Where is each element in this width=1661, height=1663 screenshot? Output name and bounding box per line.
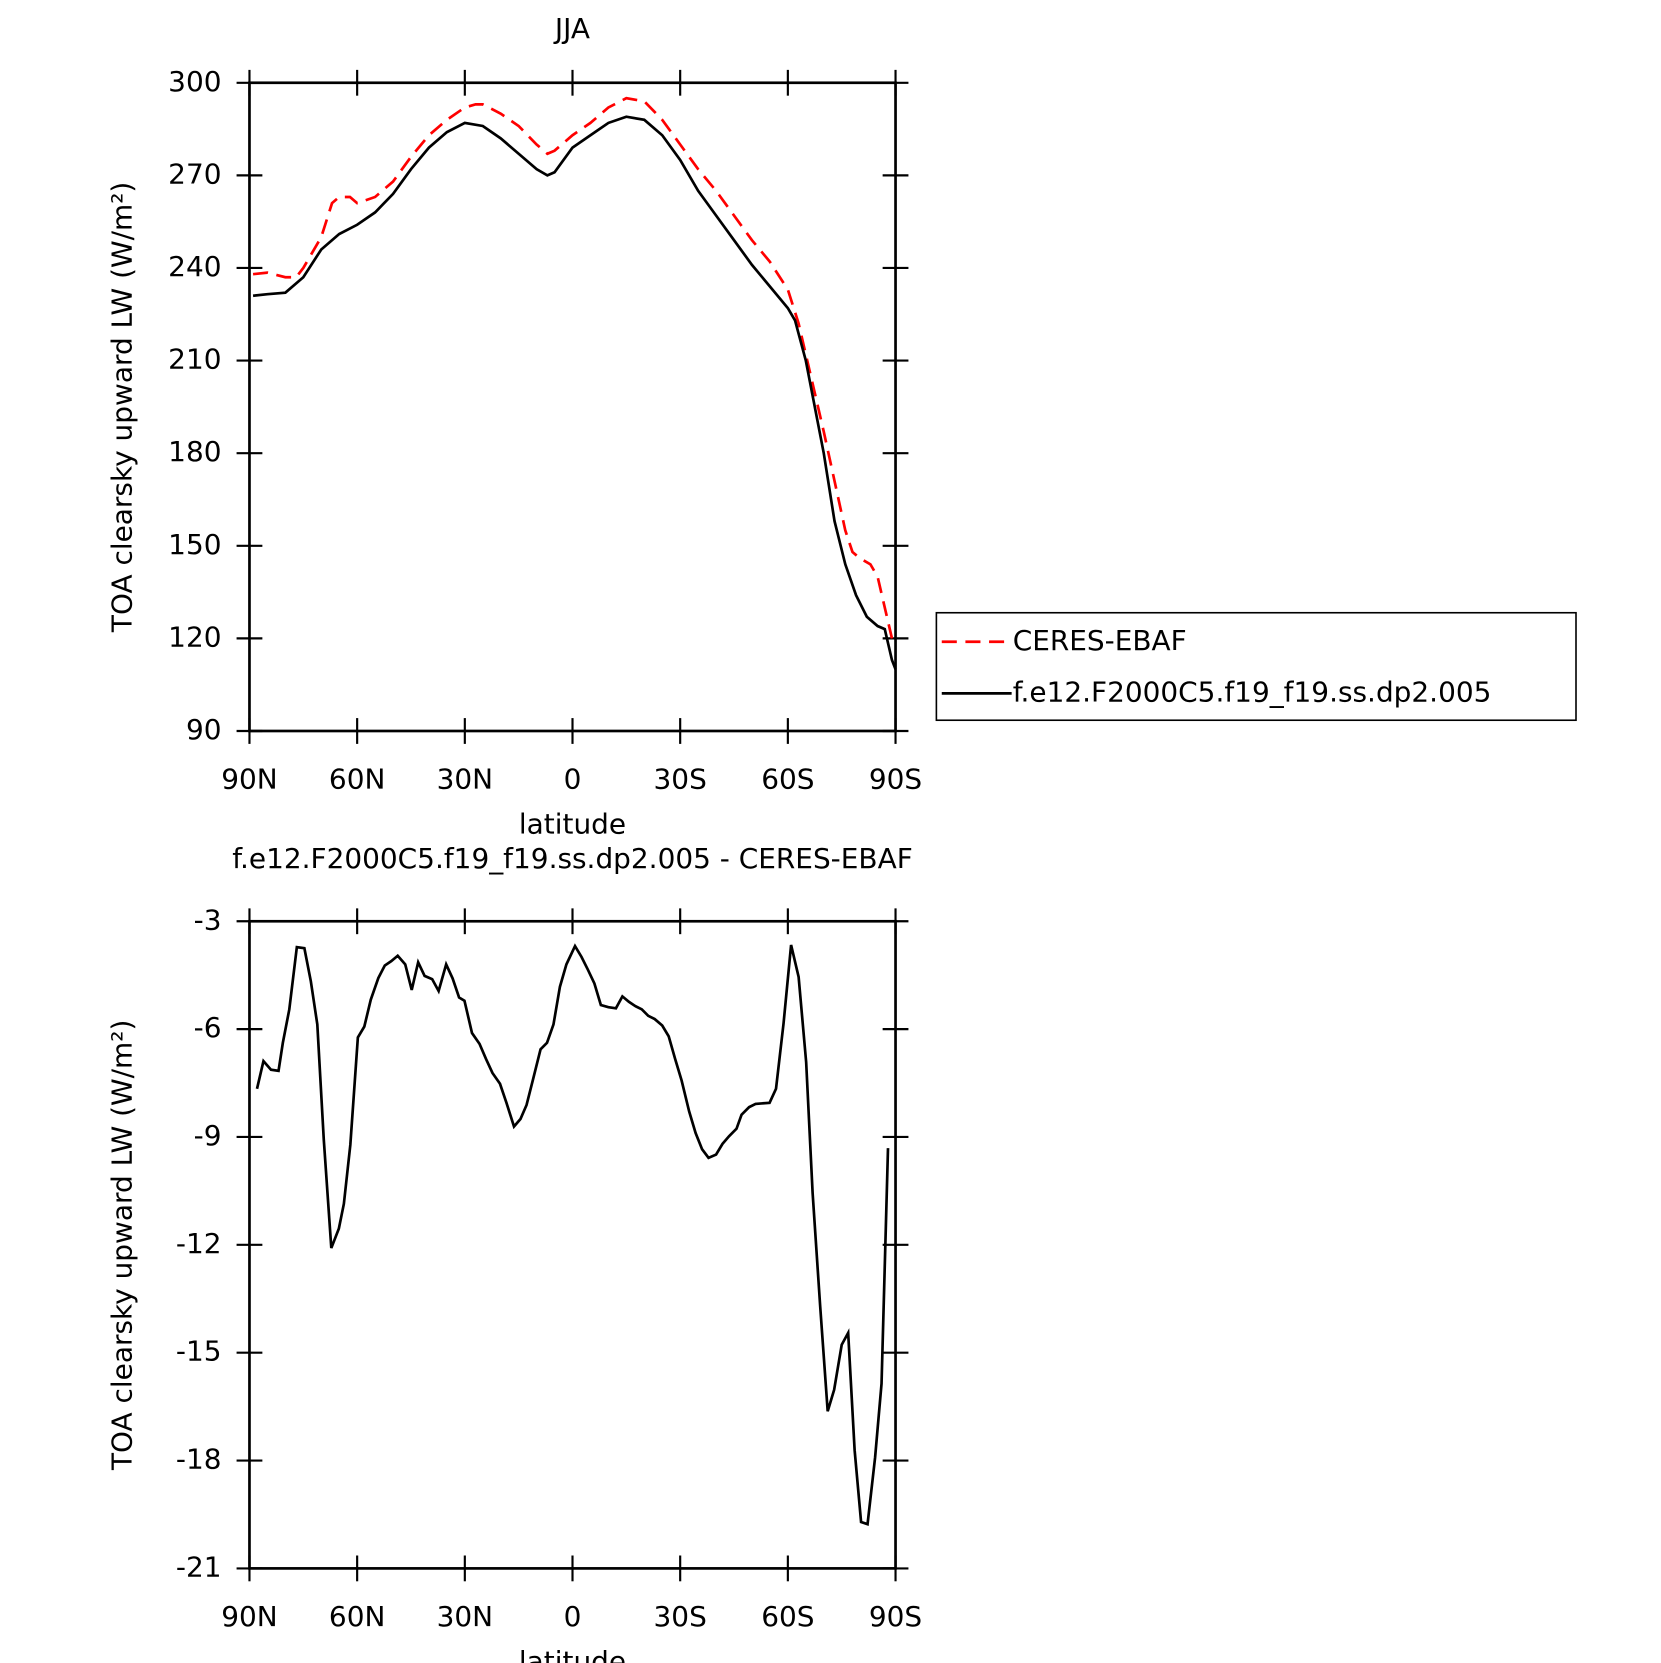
x-tick-label: 30N [437, 1600, 493, 1633]
y-tick-label: -3 [194, 903, 222, 936]
x-tick-label: 30S [654, 1600, 707, 1633]
y-tick-label: -18 [176, 1443, 222, 1476]
y-tick-label: 180 [168, 435, 221, 468]
x-tick-label: 30N [437, 762, 493, 795]
y-axis-label: TOA clearsky upward LW (W/m²) [106, 182, 139, 633]
x-tick-label: 90N [221, 1600, 277, 1633]
legend-label: f.e12.F2000C5.f19_f19.ss.dp2.005 [1013, 675, 1492, 708]
legend-label: CERES-EBAF [1013, 624, 1187, 657]
data-line [252, 96, 894, 639]
x-tick-label: 90N [221, 762, 277, 795]
y-tick-label: -6 [194, 1011, 222, 1044]
y-tick-label: -15 [176, 1335, 222, 1368]
y-tick-label: 300 [168, 65, 221, 98]
y-tick-label: -12 [176, 1227, 222, 1260]
y-tick-label: -9 [194, 1119, 222, 1152]
chart-title: JJA [553, 12, 590, 45]
data-line [252, 115, 897, 670]
y-tick-label: 150 [168, 528, 221, 561]
x-axis-label: latitude [519, 808, 626, 841]
plot-frame [248, 919, 897, 1570]
legend-box [935, 611, 1577, 722]
y-tick-label: 210 [168, 343, 221, 376]
y-axis-label: TOA clearsky upward LW (W/m²) [106, 1020, 139, 1471]
y-tick-label: -21 [176, 1550, 222, 1583]
y-tick-label: 240 [168, 250, 221, 283]
y-tick-label: 90 [186, 713, 222, 746]
x-tick-label: 30S [654, 762, 707, 795]
x-tick-label: 60S [761, 1600, 814, 1633]
x-tick-label: 60S [761, 762, 814, 795]
x-tick-label: 90S [869, 1600, 922, 1633]
plot-frame [248, 81, 897, 733]
x-tick-label: 90S [869, 762, 922, 795]
y-tick-label: 120 [168, 620, 221, 653]
x-tick-label: 0 [564, 1600, 582, 1633]
x-tick-label: 60N [329, 762, 385, 795]
chart-title: f.e12.F2000C5.f19_f19.ss.dp2.005 - CERES… [232, 842, 913, 875]
x-tick-label: 0 [564, 762, 582, 795]
x-tick-label: 60N [329, 1600, 385, 1633]
x-axis-label: latitude [519, 1645, 626, 1663]
data-line [255, 943, 890, 1526]
y-tick-label: 270 [168, 157, 221, 190]
